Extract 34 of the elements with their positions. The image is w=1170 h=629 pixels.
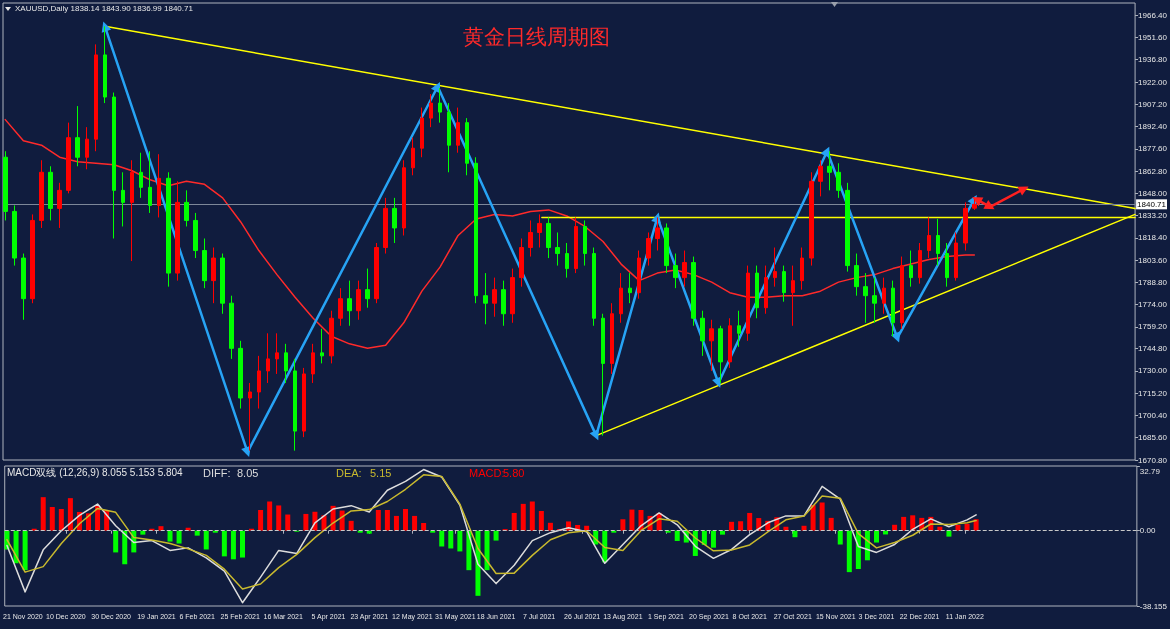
y-tick-label: 1848.00 — [1138, 188, 1168, 198]
y-tick-label: 1951.60 — [1138, 32, 1168, 42]
annotation: XAUUSD,Daily 1838.14 1843.90 1836.99 1840.71 — [15, 3, 194, 13]
y-tick-label: 1833.20 — [1138, 211, 1168, 221]
y-tick-label: 1759.20 — [1138, 322, 1168, 332]
text: DEA: — [336, 466, 362, 479]
y-tick-label: 1862.80 — [1138, 166, 1168, 176]
y-tick-label: 1966.40 — [1138, 10, 1168, 20]
y-tick-label: 1788.80 — [1138, 277, 1168, 287]
text: MACD: — [469, 466, 505, 479]
y-tick-label: 1907.20 — [1138, 99, 1168, 109]
y-tick-label: 1892.40 — [1138, 122, 1168, 132]
annotation: 5.80 — [503, 466, 525, 479]
y-tick-label: 0.00 — [1139, 526, 1156, 536]
y-tick-label: -38.155 — [1139, 601, 1168, 611]
y-tick-label: 1744.80 — [1138, 344, 1168, 354]
y-tick-label: 1803.60 — [1138, 255, 1168, 265]
y-tick-label: 1774.00 — [1138, 300, 1168, 310]
y-tick-label: 1685.60 — [1138, 433, 1168, 443]
y-tick-label: 1818.40 — [1138, 233, 1168, 243]
y-tick-label: 1730.00 — [1138, 366, 1168, 376]
y-tick-label: 1670.80 — [1138, 455, 1168, 465]
y-tick-label: 1700.40 — [1138, 410, 1168, 420]
chart-title: MACD双线 (12,26,9) 8.055 5.153 5.804 — [7, 466, 184, 478]
text: 黄金日线周期图 — [463, 25, 610, 48]
annotation: 8.05 — [237, 466, 259, 479]
y-tick-label: 1877.60 — [1138, 144, 1168, 154]
annotation: 5.15 — [370, 466, 392, 479]
y-tick-label: 1922.00 — [1138, 77, 1168, 87]
text: DIFF: — [203, 466, 231, 479]
y-tick-label: 1936.80 — [1138, 55, 1168, 65]
ref-line-label: 1840.71 — [1137, 199, 1167, 209]
y-tick-label: 1715.20 — [1138, 388, 1168, 398]
y-tick-label: 32.79 — [1139, 466, 1161, 476]
